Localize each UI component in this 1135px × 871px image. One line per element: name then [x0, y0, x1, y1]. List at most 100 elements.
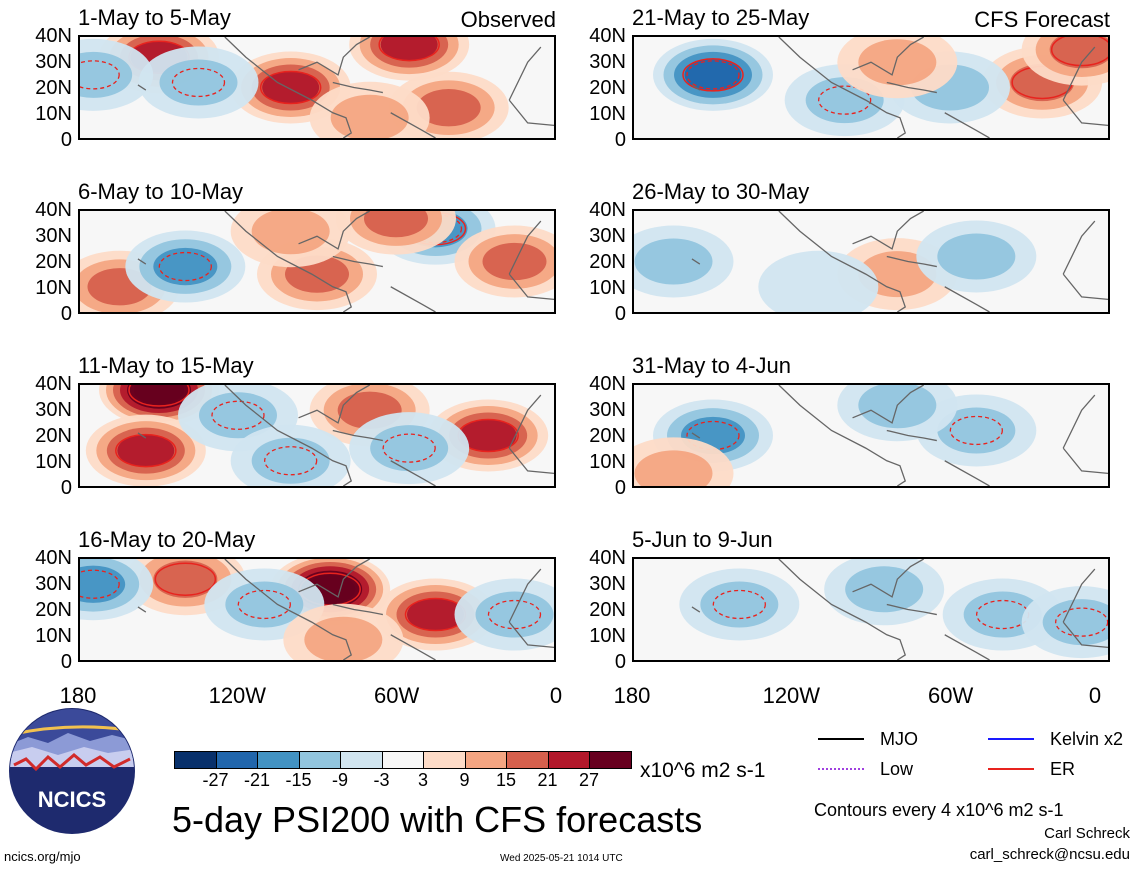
panel-map-svg: [634, 385, 1108, 486]
x-tick-label: 180: [613, 683, 651, 708]
islands: [691, 81, 937, 94]
colorbar-swatch: [257, 751, 300, 769]
panel-corner-label: CFS Forecast: [974, 7, 1110, 32]
panel-title: 5-Jun to 9-Jun: [632, 527, 773, 552]
anomaly-shading: [153, 247, 218, 286]
y-tick-label: 10N: [35, 277, 72, 299]
islands: [137, 603, 383, 616]
y-tick-label: 10N: [589, 103, 626, 125]
er-contour: [1050, 37, 1108, 67]
y-tick-label: 40N: [589, 199, 626, 221]
er-contour-negative: [264, 446, 318, 476]
svg-text:NCICS: NCICS: [38, 787, 106, 812]
y-tick-label: 40N: [35, 199, 72, 221]
map-panel: [78, 383, 556, 488]
x-tick-label: 120W: [208, 683, 267, 708]
er-contour-negative: [237, 589, 291, 620]
y-tick-label: 10N: [35, 625, 72, 647]
colorbar-label: -21: [243, 770, 270, 790]
map-panel: [78, 35, 556, 140]
footer-author: Carl Schreck: [1044, 825, 1130, 842]
anomaly-shading: [199, 392, 277, 439]
colorbar-label: 3: [417, 770, 428, 790]
islands: [691, 603, 937, 616]
y-tick-label: 10N: [589, 451, 626, 473]
anomaly-shading: [684, 58, 742, 92]
islands: [691, 255, 937, 268]
colorbar-swatch: [589, 751, 632, 769]
colorbar-swatch: [547, 751, 590, 769]
panel-title: 6-May to 10-May: [78, 179, 244, 204]
er-contour-negative: [158, 251, 212, 282]
anomaly-shading: [1049, 37, 1108, 69]
coastline: [778, 37, 1108, 138]
y-tick-label: 0: [60, 129, 72, 151]
y-tick-label: 30N: [589, 399, 626, 421]
anomaly-shading: [634, 238, 713, 285]
y-tick-label: 30N: [35, 573, 72, 595]
footer-timestamp: Wed 2025-05-21 1014 UTC: [500, 853, 623, 864]
er-contour-negative: [949, 415, 1003, 446]
y-tick-label: 10N: [35, 103, 72, 125]
y-tick-label: 20N: [35, 599, 72, 621]
anomaly-shading: [937, 407, 1016, 454]
y-tick-label: 40N: [589, 547, 626, 569]
y-tick-label: 30N: [589, 225, 626, 247]
colorbar-swatch: [298, 751, 341, 769]
panel-map-svg: [80, 211, 554, 312]
coastline: [224, 559, 554, 660]
anomaly-shading: [937, 233, 1016, 280]
anomaly-shading: [330, 94, 409, 138]
er-contour: [682, 58, 744, 92]
y-tick-label: 20N: [589, 599, 626, 621]
legend-label: Low: [880, 759, 914, 779]
y-tick-label: 20N: [589, 425, 626, 447]
colorbar-swatch: [174, 751, 217, 769]
anomaly-shading: [251, 211, 330, 255]
panel-title: 16-May to 20-May: [78, 527, 256, 552]
ncics-logo: NCICS: [8, 707, 136, 835]
colorbar-swatch: [464, 751, 507, 769]
islands: [137, 255, 383, 268]
map-panel: [632, 209, 1110, 314]
y-tick-label: 30N: [589, 573, 626, 595]
map-panel: [632, 35, 1110, 140]
coastline: [778, 211, 1108, 312]
panel-map-svg: [80, 559, 554, 660]
panel-map-svg: [80, 37, 554, 138]
map-panel: [78, 209, 556, 314]
coastline: [778, 559, 1108, 660]
anomaly-shading: [370, 425, 449, 472]
panel-title: 11-May to 15-May: [78, 353, 254, 378]
y-tick-label: 40N: [589, 25, 626, 47]
er-contour-negative: [1055, 607, 1108, 637]
y-tick-label: 30N: [35, 225, 72, 247]
map-panel: [632, 557, 1110, 662]
colorbar-label: -3: [373, 770, 390, 790]
legend-label: MJO: [880, 729, 918, 749]
contour-note: Contours every 4 x10^6 m2 s-1: [814, 800, 1064, 820]
anomaly-shading: [134, 385, 184, 405]
er-contour-negative: [80, 60, 120, 90]
y-tick-label: 0: [60, 303, 72, 325]
footer-url: ncics.org/mjo: [4, 849, 81, 864]
anomaly-shading: [159, 59, 238, 106]
er-contour-negative: [712, 589, 766, 620]
y-tick-label: 0: [614, 129, 626, 151]
y-tick-label: 20N: [35, 251, 72, 273]
map-panel: [632, 383, 1110, 488]
y-tick-label: 40N: [35, 25, 72, 47]
er-contour: [154, 562, 217, 596]
y-tick-label: 40N: [35, 547, 72, 569]
anomaly-shading: [117, 434, 175, 468]
anomaly-shading: [758, 250, 879, 312]
coastline: [224, 37, 554, 138]
x-tick-label: 60W: [928, 683, 974, 708]
islands: [137, 429, 383, 442]
anomaly-shading: [1042, 599, 1108, 646]
y-tick-label: 20N: [589, 77, 626, 99]
legend-line-kelvin-x2: [988, 738, 1034, 740]
y-tick-label: 0: [60, 477, 72, 499]
y-tick-label: 30N: [35, 51, 72, 73]
er-contour-negative: [171, 67, 226, 98]
